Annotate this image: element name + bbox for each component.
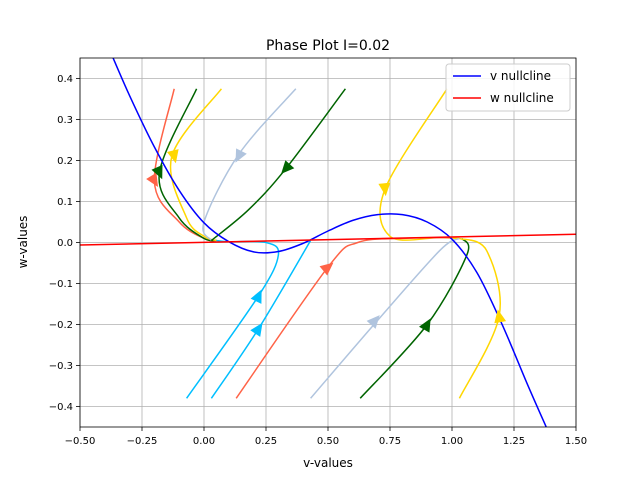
trajectory-arrows	[146, 148, 507, 337]
y-axis-label: w-values	[16, 216, 30, 269]
x-tick-label: 1.50	[565, 436, 587, 447]
trajectory-arrowhead	[151, 164, 163, 180]
trajectory-line	[158, 88, 217, 242]
y-tick-label: −0.1	[49, 279, 73, 290]
nullclines	[80, 58, 576, 427]
trajectory-line	[210, 88, 346, 242]
legend-label-w-nullcline: w nullcline	[490, 91, 554, 105]
y-tick-label: −0.3	[49, 361, 73, 372]
x-tick-label: 0.00	[193, 436, 215, 447]
trajectory-arrowhead	[166, 149, 179, 164]
trajectory-arrowhead	[250, 322, 263, 337]
trajectory-line	[310, 237, 460, 399]
trajectory-line	[359, 237, 470, 399]
y-tick-label: −0.2	[49, 320, 73, 331]
x-tick-label: 1.25	[503, 436, 525, 447]
y-tick-label: 0.1	[57, 197, 73, 208]
trajectory-arrowhead	[250, 289, 262, 304]
x-tick-label: 0.50	[317, 436, 339, 447]
y-tick-label: 0.2	[57, 156, 73, 167]
trajectory-arrowhead	[378, 182, 391, 197]
x-tick-label: 1.00	[441, 436, 463, 447]
legend-label-v-nullcline: v nullcline	[490, 69, 551, 83]
legend: v nullcline w nullcline	[445, 63, 571, 112]
x-tick-label: −0.25	[127, 436, 158, 447]
trajectory-arrowhead	[235, 148, 247, 163]
trajectory-line	[202, 88, 297, 241]
v-nullcline-line	[112, 58, 547, 427]
y-tick-label: 0.4	[57, 74, 73, 85]
chart-title: Phase Plot I=0.02	[266, 38, 390, 54]
y-tick-label: 0.0	[57, 238, 73, 249]
x-tick-label: −0.50	[65, 436, 96, 447]
trajectory-arrowhead	[319, 262, 334, 276]
trajectory-line	[458, 237, 501, 399]
x-tick-label: 0.75	[379, 436, 401, 447]
trajectory-arrowhead	[281, 160, 295, 174]
y-tick-label: 0.3	[57, 115, 73, 126]
trajectory-arrowhead	[419, 318, 431, 333]
x-tick-label: 0.25	[255, 436, 277, 447]
trajectories	[153, 88, 501, 399]
y-tick-label: −0.4	[49, 402, 73, 413]
trajectory-arrowhead	[146, 172, 159, 187]
axis-ticks: −0.50 −0.25 0.00 0.25 0.50 0.75 1.00 1.25 1.50 −0…	[49, 74, 587, 447]
x-axis-label: v-values	[303, 456, 353, 470]
trajectory-line	[169, 88, 223, 242]
trajectory-arrowhead	[366, 315, 380, 329]
trajectory-arrowhead	[494, 309, 507, 324]
w-nullcline-line	[80, 233, 576, 246]
